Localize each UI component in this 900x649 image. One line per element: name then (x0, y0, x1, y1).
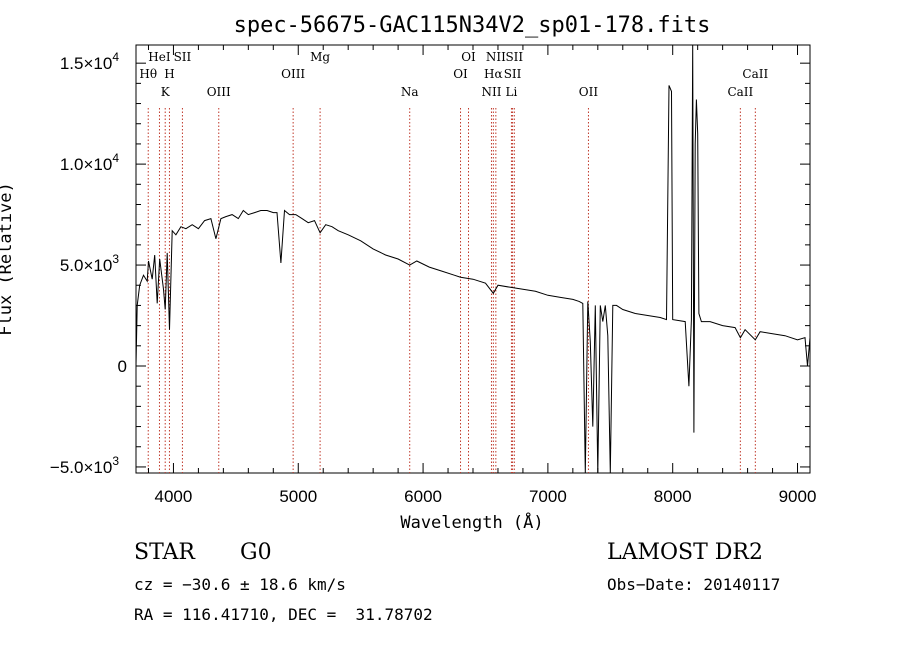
y-tick-exponent: 4 (112, 50, 119, 64)
emission-line-label: SII (505, 50, 523, 64)
emission-line-label: H (164, 67, 174, 81)
x-tick-label: 7000 (529, 487, 567, 506)
chart-title: spec-56675-GAC115N34V2_sp01-178.fits (234, 13, 711, 38)
x-tick-label: 9000 (779, 487, 817, 506)
emission-line-label: Na (401, 85, 419, 99)
coordinates: RA = 116.41710, DEC = 31.78702 (134, 605, 433, 624)
emission-line-label: K (161, 85, 171, 99)
emission-line-label: NII (486, 50, 506, 64)
emission-line-label: SII (174, 50, 192, 64)
emission-line-label: OII (579, 85, 599, 99)
y-tick-label: 0 (118, 357, 127, 376)
emission-line-label: Li (506, 85, 518, 99)
emission-line-label: SII (504, 67, 522, 81)
x-tick-label: 8000 (654, 487, 692, 506)
survey-name: LAMOST DR2 (607, 540, 763, 565)
x-tick-label: 6000 (404, 487, 442, 506)
emission-line-label: OI (461, 50, 476, 64)
y-tick-mantissa: 1.0×10 (60, 155, 112, 174)
y-tick-exponent: 3 (112, 252, 119, 266)
x-tick-label: 5000 (279, 487, 317, 506)
observation-date: Obs−Date: 20140117 (607, 575, 781, 594)
emission-line-label: CaII (742, 67, 768, 81)
spectrum-line (136, 45, 810, 473)
y-tick-mantissa: −5.0×10 (50, 458, 112, 477)
axis-ticks: 4000 5000 6000 7000 8000 9000−5.0×10305.0×103… (50, 45, 817, 506)
emission-line-label: NII (481, 85, 501, 99)
emission-line-label: HeI (148, 50, 171, 64)
emission-line-label: OI (453, 67, 468, 81)
object-class: STAR (134, 540, 195, 565)
y-tick-label: 1.0×104 (60, 151, 119, 174)
x-axis-label: Wavelength (Å) (400, 511, 543, 533)
emission-line-markers: HθHeIKHSIIOIIIOIIIMgNaOIOINIIHαNIILiSIIS… (139, 50, 768, 473)
y-tick-mantissa: 1.5×10 (60, 54, 112, 73)
y-tick-label: 5.0×103 (60, 252, 119, 275)
redshift-cz: cz = −30.6 ± 18.6 km/s (134, 575, 346, 594)
plot-frame (135, 44, 811, 474)
x-tick-label: 4000 (155, 487, 193, 506)
y-tick-label: 1.5×104 (60, 50, 119, 73)
y-tick-exponent: 3 (112, 454, 119, 468)
y-tick-exponent: 4 (112, 151, 119, 165)
emission-line-label: Mg (310, 50, 330, 64)
y-tick-mantissa: 0 (118, 357, 127, 376)
emission-line-label: CaII (727, 85, 753, 99)
spectrum-series (136, 45, 810, 473)
emission-line-label: OIII (281, 67, 305, 81)
object-subclass: G0 (240, 540, 272, 565)
emission-line-label: OIII (207, 85, 231, 99)
y-axis-label: Flux (Relative) (0, 182, 16, 336)
y-tick-mantissa: 5.0×10 (60, 256, 112, 275)
emission-line-label: Hθ (139, 67, 157, 81)
emission-line-label: Hα (484, 67, 503, 81)
y-tick-label: −5.0×103 (50, 454, 119, 477)
